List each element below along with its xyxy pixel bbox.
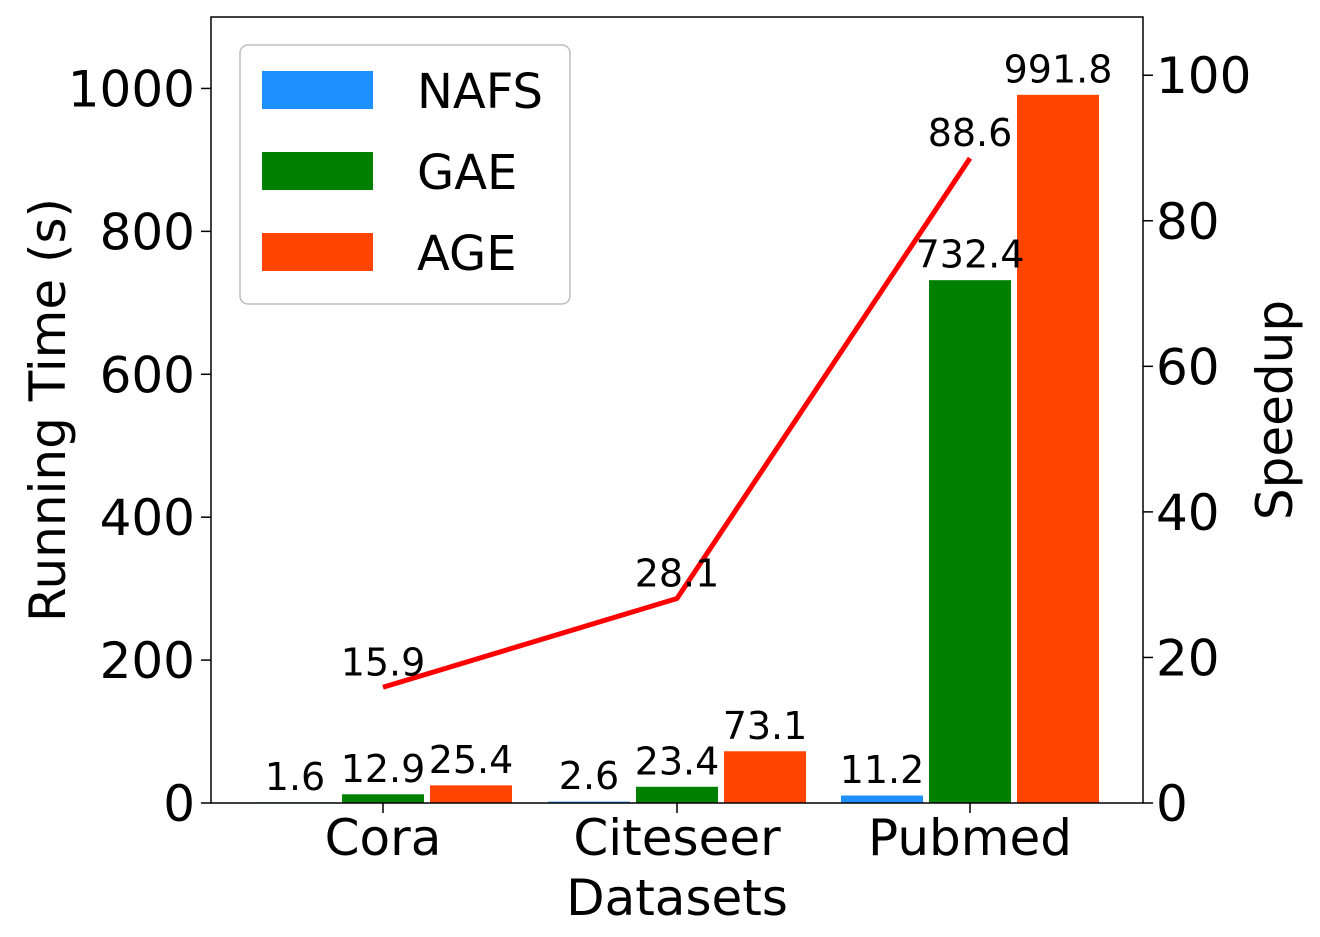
x-tick-label-cora: Cora bbox=[325, 809, 442, 867]
right-y-tick-label-20: 20 bbox=[1156, 629, 1220, 687]
legend-swatch-nafs bbox=[262, 71, 373, 109]
x-tick-label-citeseer: Citeseer bbox=[573, 809, 781, 867]
right-y-tick-label-40: 40 bbox=[1156, 484, 1220, 542]
legend-swatch-age bbox=[262, 233, 373, 271]
bar-label-age-pubmed: 991.8 bbox=[1004, 47, 1113, 91]
data-labels-layer: 1.6 2.6 11.2 12.9 23.4 732.4 25.4 73.1 991.8 15.9… bbox=[265, 47, 1113, 799]
bar-label-nafs-citeseer: 2.6 bbox=[559, 754, 619, 798]
bar-age-pubmed bbox=[1016, 93, 1100, 804]
left-y-axis: 0 200 400 600 800 1000 bbox=[68, 60, 211, 833]
legend: NAFS GAE AGE bbox=[239, 44, 571, 305]
left-y-axis-title: Running Time (s) bbox=[19, 198, 77, 622]
x-axis-title: Datasets bbox=[566, 869, 788, 927]
bar-label-gae-citeseer: 23.4 bbox=[635, 739, 720, 783]
left-y-tick-label-200: 200 bbox=[100, 632, 195, 690]
bar-nafs-pubmed bbox=[840, 794, 924, 804]
speedup-label-cora: 15.9 bbox=[341, 640, 426, 684]
bar-label-age-cora: 25.4 bbox=[429, 738, 514, 782]
bar-age-cora bbox=[429, 784, 513, 804]
right-y-tick-label-60: 60 bbox=[1156, 338, 1220, 396]
right-y-tick-label-80: 80 bbox=[1156, 193, 1220, 251]
legend-label-age: AGE bbox=[417, 226, 517, 282]
left-y-tick-label-400: 400 bbox=[100, 489, 195, 547]
legend-label-gae: GAE bbox=[417, 145, 517, 201]
left-y-tick-label-0: 0 bbox=[163, 775, 195, 833]
bar-gae-pubmed bbox=[928, 279, 1012, 804]
bar-label-age-citeseer: 73.1 bbox=[723, 704, 808, 748]
speedup-line-layer bbox=[382, 156, 973, 690]
bars-layer bbox=[253, 93, 1100, 804]
right-y-tick-label-0: 0 bbox=[1156, 775, 1188, 833]
bar-gae-cora bbox=[341, 793, 425, 804]
bar-label-gae-cora: 12.9 bbox=[341, 747, 426, 791]
legend-label-nafs: NAFS bbox=[417, 64, 543, 120]
x-axis: Cora Citeseer Pubmed bbox=[325, 803, 1072, 867]
right-y-tick-label-100: 100 bbox=[1156, 47, 1251, 105]
left-y-tick-label-600: 600 bbox=[100, 346, 195, 404]
legend-swatch-gae bbox=[262, 152, 373, 190]
x-tick-label-pubmed: Pubmed bbox=[868, 809, 1072, 867]
speedup-label-citeseer: 28.1 bbox=[635, 551, 720, 595]
left-y-tick-label-1000: 1000 bbox=[68, 60, 195, 118]
right-y-axis-title: Speedup bbox=[1246, 300, 1304, 520]
left-y-tick-label-800: 800 bbox=[100, 203, 195, 261]
bar-age-citeseer bbox=[723, 750, 807, 804]
right-y-axis: 0 20 40 60 80 100 bbox=[1143, 47, 1251, 833]
bar-label-nafs-cora: 1.6 bbox=[265, 755, 325, 799]
speedup-label-pubmed: 88.6 bbox=[928, 111, 1013, 155]
bar-gae-citeseer bbox=[635, 785, 719, 804]
bar-label-nafs-pubmed: 11.2 bbox=[840, 748, 925, 792]
bar-label-gae-pubmed: 732.4 bbox=[916, 233, 1025, 277]
